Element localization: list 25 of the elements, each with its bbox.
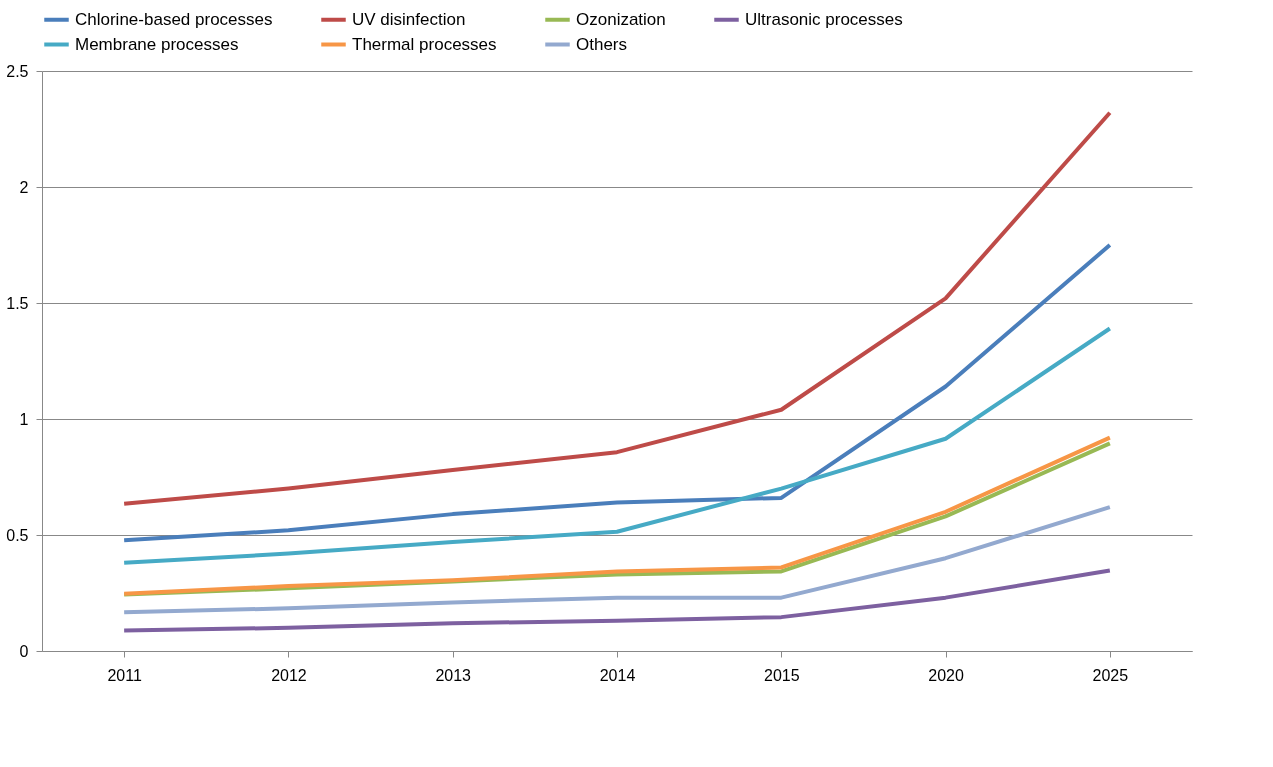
y-tick-label: 1.5: [6, 294, 29, 312]
line-series: [122, 110, 1112, 506]
x-tick-label: 2014: [599, 666, 636, 684]
line-series: [122, 243, 1112, 543]
legend-label: Others: [576, 34, 628, 54]
y-tick-label: 2: [19, 178, 29, 196]
legend-label: Thermal processes: [352, 34, 497, 54]
x-tick-label: 2015: [763, 666, 800, 684]
x-tick-label: 2012: [271, 666, 307, 684]
y-tick-label: 1: [19, 410, 29, 428]
y-tick-label: 0: [19, 642, 29, 660]
line-series: [122, 326, 1112, 565]
legend-label: Ultrasonic processes: [745, 9, 903, 29]
x-tick-label: 2011: [107, 666, 142, 684]
x-tick-label: 2025: [1092, 666, 1129, 684]
line-series: [122, 568, 1112, 633]
legend-label: Ozonization: [576, 9, 666, 29]
x-tick-label: 2020: [928, 666, 964, 684]
line-series: [122, 505, 1112, 615]
legend-label: Chlorine-based processes: [75, 9, 273, 29]
legend-label: Membrane processes: [75, 34, 239, 54]
y-tick-label: 2.5: [6, 62, 29, 80]
y-tick-label: 0.5: [6, 526, 29, 544]
legend-label: UV disinfection: [352, 9, 466, 29]
x-tick-label: 2013: [435, 666, 472, 684]
